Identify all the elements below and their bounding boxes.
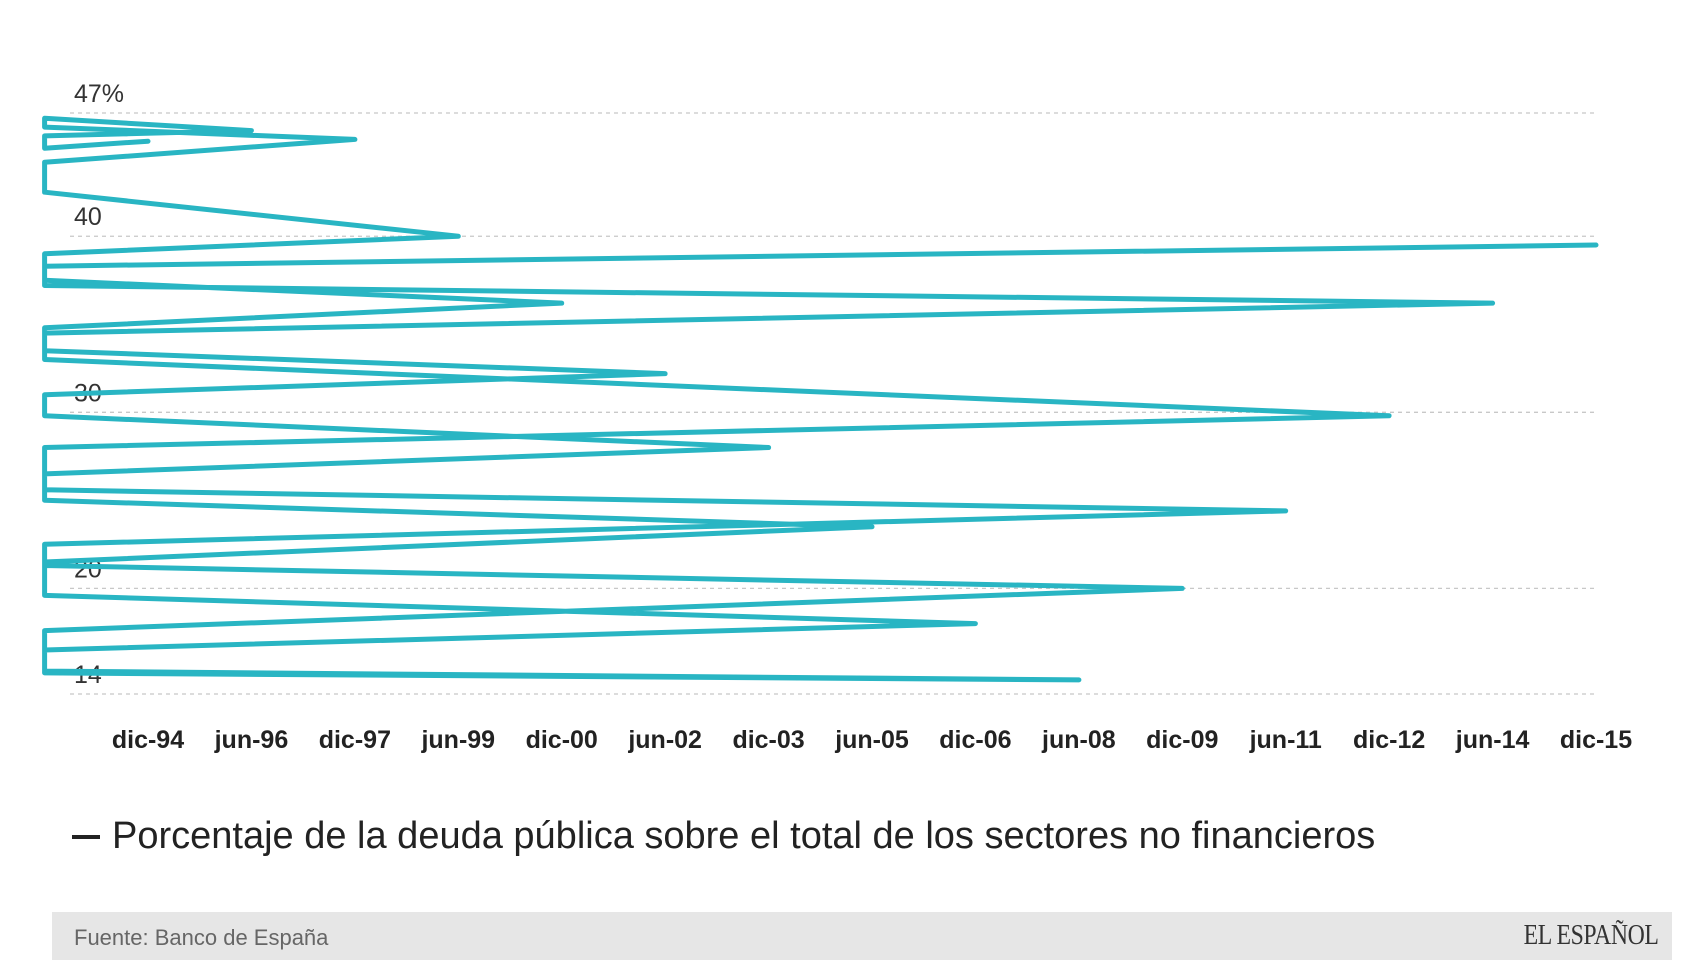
x-tick-label: jun-02: [627, 726, 702, 754]
y-tick-label: 47%: [74, 80, 124, 108]
x-tick-label: dic-97: [319, 726, 391, 754]
x-tick-label: dic-94: [112, 726, 184, 754]
legend-label: Porcentaje de la deuda pública sobre el …: [112, 815, 1376, 857]
legend: Porcentaje de la deuda pública sobre el …: [72, 815, 1375, 858]
y-tick-label: 40: [74, 203, 102, 231]
grid-layer: [70, 112, 1596, 695]
x-tick-label: dic-00: [526, 726, 598, 754]
x-tick-label: dic-15: [1560, 726, 1632, 754]
x-tick-label: dic-06: [939, 726, 1011, 754]
publisher-logo: EL ESPAÑOL: [1523, 919, 1658, 951]
series-line: [42, 115, 1599, 683]
x-tick-label: dic-03: [732, 726, 804, 754]
x-tick-label: dic-12: [1353, 726, 1425, 754]
legend-swatch: [72, 834, 100, 839]
x-tick-label: dic-09: [1146, 726, 1218, 754]
x-tick-label: jun-96: [214, 726, 289, 754]
x-axis-ticks: dic-94 jun-96 dic-97 jun-99 dic-00 jun-02 dic-…: [112, 726, 1632, 754]
x-tick-label: jun-99: [420, 726, 495, 754]
x-tick-label: jun-14: [1455, 726, 1530, 754]
x-tick-label: jun-11: [1249, 726, 1322, 754]
footer-bar: Fuente: Banco de España EL ESPAÑOL: [52, 912, 1672, 960]
series-layer: [42, 115, 1599, 683]
x-tick-label: jun-08: [1041, 726, 1116, 754]
source-note: Fuente: Banco de España: [74, 925, 329, 950]
x-tick-label: jun-05: [834, 726, 909, 754]
